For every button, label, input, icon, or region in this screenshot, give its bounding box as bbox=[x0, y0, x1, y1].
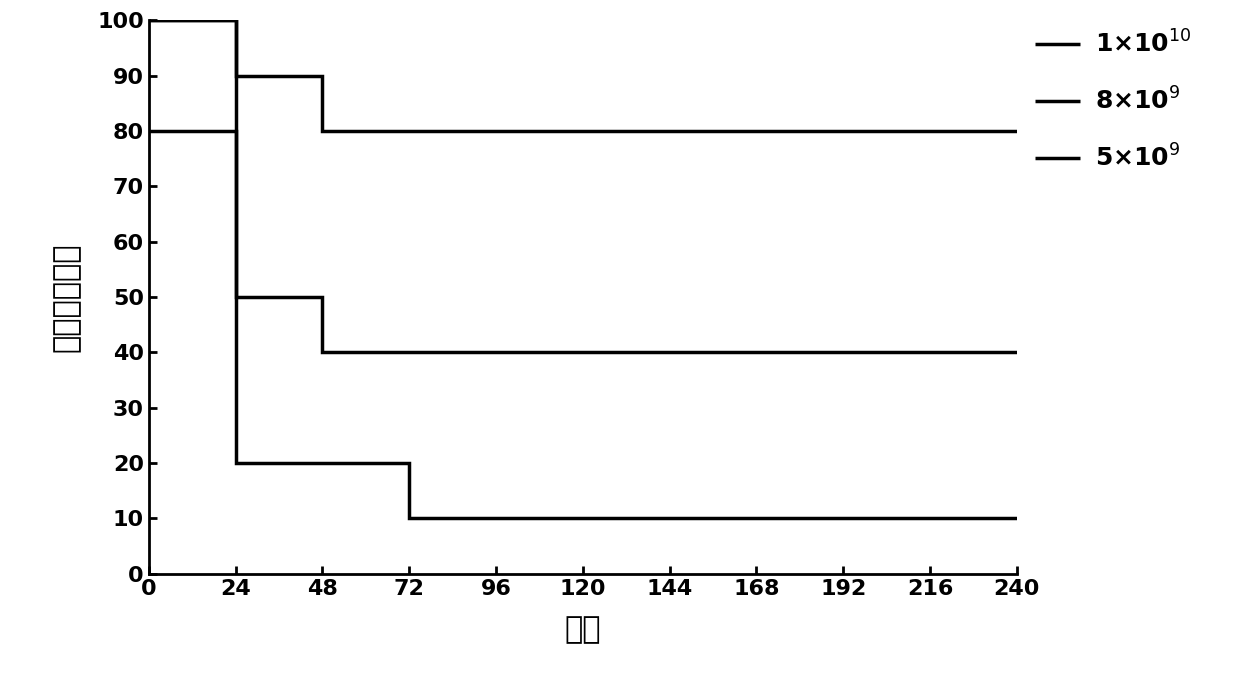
Y-axis label: 百分比存活率: 百分比存活率 bbox=[52, 242, 81, 352]
X-axis label: 时间: 时间 bbox=[564, 616, 601, 644]
Legend: 1×10$^{10}$, 8×10$^{9}$, 5×10$^{9}$: 1×10$^{10}$, 8×10$^{9}$, 5×10$^{9}$ bbox=[1025, 20, 1202, 182]
